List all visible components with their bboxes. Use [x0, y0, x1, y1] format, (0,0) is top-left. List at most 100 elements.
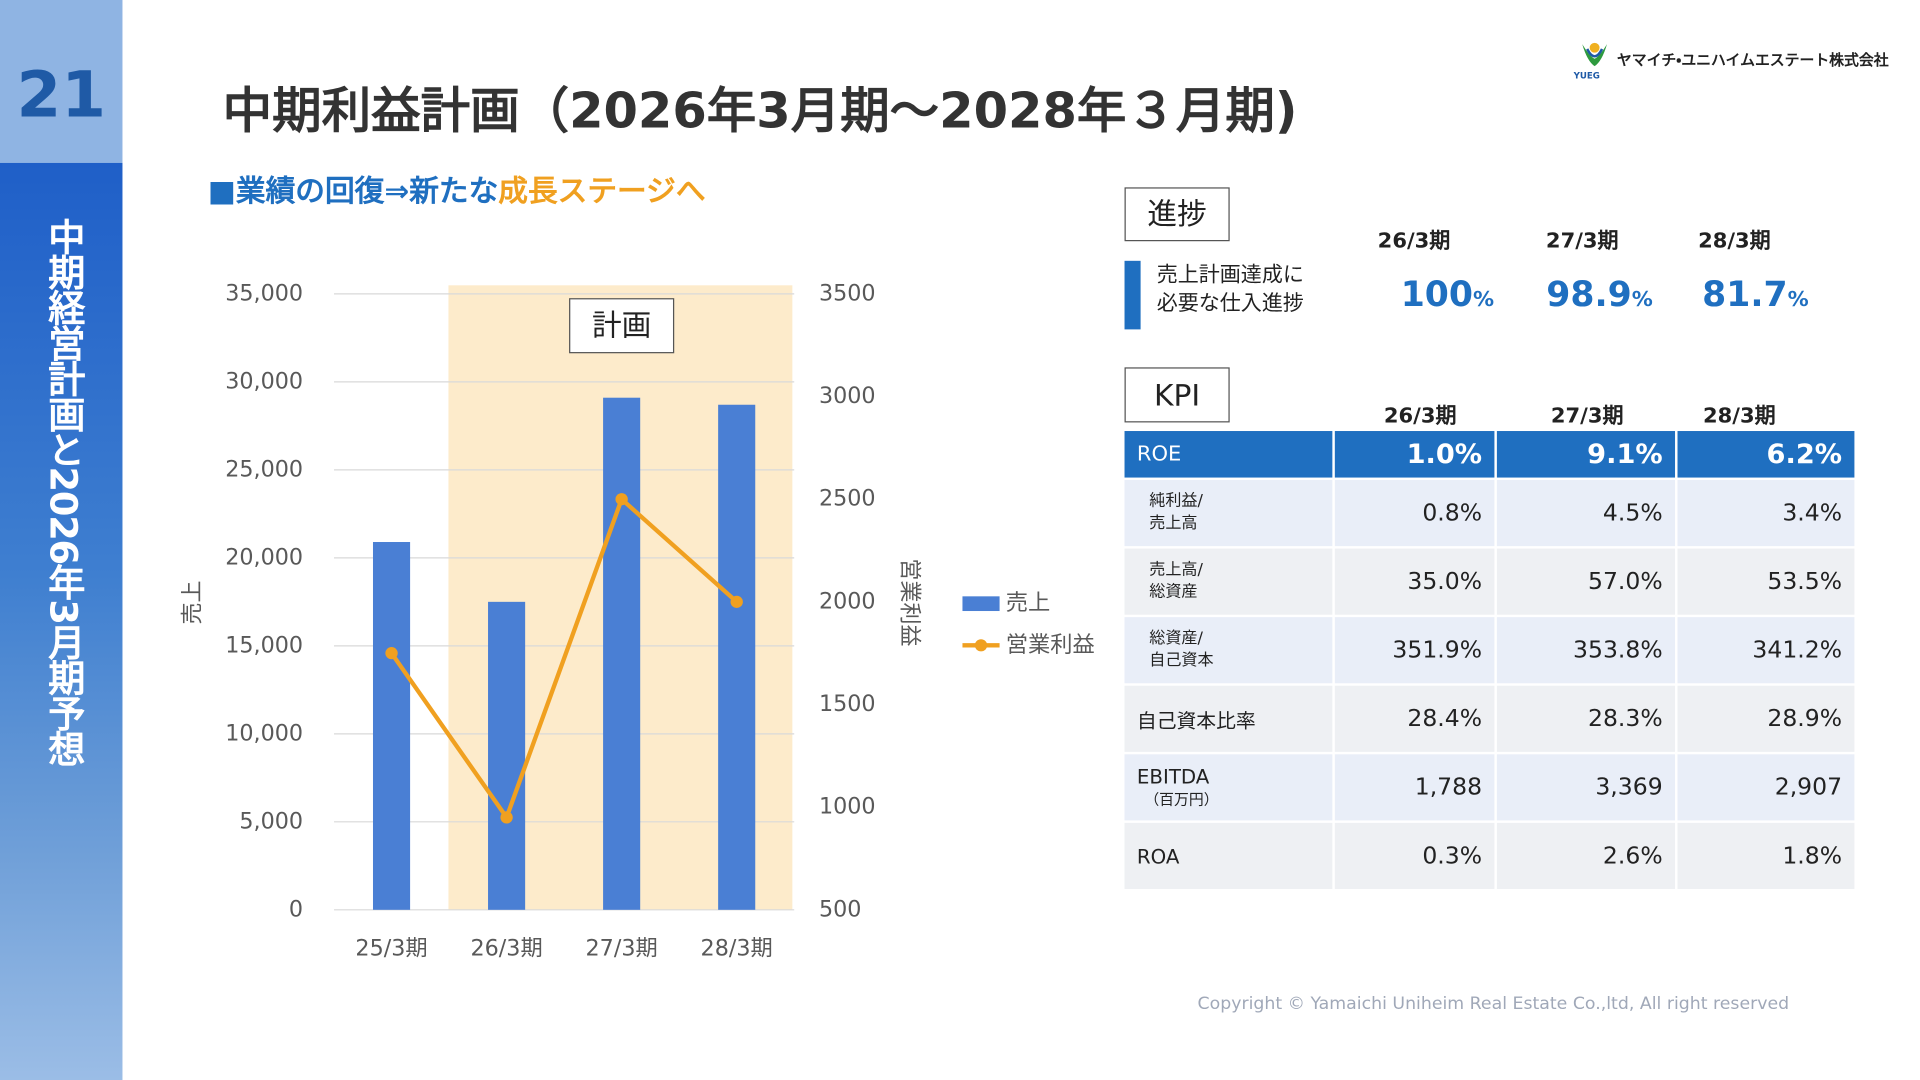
- kpi-value: 1.8%: [1677, 822, 1855, 889]
- kpi-value: 53.5%: [1677, 548, 1855, 615]
- progress-number: 100: [1400, 274, 1474, 315]
- kpi-row: 純利益/ 売上高 0.8% 4.5% 3.4%: [1124, 480, 1855, 547]
- kpi-sublabel: （百万円）: [1144, 791, 1219, 809]
- y-tick-label: 5,000: [239, 808, 303, 834]
- subtitle-lead: ■業績の回復⇒新たな: [207, 173, 499, 209]
- progress-title: 進捗: [1124, 187, 1230, 242]
- progress-value: 100%: [1367, 274, 1528, 314]
- bar: [718, 404, 756, 910]
- sidebar-header: [0, 0, 123, 163]
- legend-swatch: [974, 639, 988, 652]
- kpi-title: KPI: [1124, 367, 1230, 423]
- progress-label: 売上計画達成に 必要な仕入進捗: [1156, 263, 1304, 316]
- bar: [372, 542, 411, 910]
- kpi-label-text: ROA: [1136, 844, 1180, 868]
- bar: [488, 601, 526, 910]
- y2-tick-label: 500: [819, 896, 861, 922]
- kpi-value: 9.1%: [1496, 431, 1676, 478]
- kpi-label-text: ROE: [1136, 442, 1182, 467]
- y-tick-label: 35,000: [225, 280, 303, 306]
- line: [389, 495, 739, 823]
- kpi-table: ROE 1.0% 9.1% 6.2% 純利益/ 売上高 0.8% 4.5% 3.4% 売上高/ …: [1122, 429, 1857, 892]
- kpi-label-text: 自己資本比率: [1136, 708, 1256, 733]
- kpi-value: 351.9%: [1334, 617, 1495, 684]
- sidebar-text: 中期経営計画と2026年3月期予想: [40, 217, 85, 766]
- progress-unit: %: [1787, 287, 1809, 313]
- y2-tick-label: 2500: [819, 486, 876, 512]
- kpi-row: 売上高/ 総資産 35.0% 57.0% 53.5%: [1124, 548, 1855, 615]
- progress-number: 98.9: [1546, 274, 1632, 315]
- kpi-row: ROA 0.3% 2.6% 1.8%: [1124, 822, 1855, 889]
- period-header: 26/3期: [1383, 404, 1457, 429]
- kpi-value: 0.3%: [1334, 822, 1495, 889]
- kpi-value: 35.0%: [1334, 548, 1495, 615]
- kpi-value: 1.0%: [1334, 431, 1495, 478]
- y2-axis-title: 営業利益: [897, 558, 923, 646]
- subtitle-highlight: 成長ステージへ: [498, 173, 706, 209]
- y-axis-title: 売上: [179, 580, 205, 624]
- line-marker: [385, 647, 398, 660]
- y-tick-label: 0: [289, 896, 303, 922]
- kpi-row: ROE 1.0% 9.1% 6.2%: [1124, 431, 1855, 478]
- y-tick-label: 10,000: [225, 720, 303, 746]
- kpi-value: 57.0%: [1496, 548, 1676, 615]
- kpi-value: 341.2%: [1677, 617, 1855, 684]
- logo-icon: [1582, 42, 1607, 67]
- chart: 0 5,000 10,000 15,000 20,000 25,000 30,000 35,0…: [179, 280, 1095, 962]
- y2-tick-label: 2000: [819, 588, 876, 614]
- kpi-value: 28.9%: [1677, 685, 1855, 752]
- company-name: ヤマイチ・ユニハイムエステート株式会社: [1616, 51, 1889, 69]
- kpi-label: EBITDA （百万円）: [1124, 754, 1333, 821]
- kpi-label: ROE: [1124, 431, 1333, 478]
- line-marker: [500, 811, 513, 824]
- kpi-row: EBITDA （百万円） 1,788 3,369 2,907: [1124, 754, 1855, 821]
- kpi-label-text: 純利益/ 売上高: [1149, 492, 1203, 533]
- kpi-label: 純利益/ 売上高: [1124, 480, 1333, 547]
- title: 中期利益計画（2026年3月期～2028年３月期): [222, 83, 1298, 140]
- period-header: 27/3期: [1550, 404, 1624, 429]
- kpi-value: 28.3%: [1496, 685, 1676, 752]
- kpi-value: 353.8%: [1496, 617, 1676, 684]
- y-tick-label: 30,000: [225, 368, 303, 394]
- x-tick-label: 27/3期: [586, 936, 658, 962]
- annotation: 計画: [592, 309, 651, 343]
- kpi-label: 自己資本比率: [1124, 685, 1333, 752]
- kpi-label-text: 売上高/ 総資産: [1149, 560, 1203, 602]
- progress-unit: %: [1631, 287, 1653, 313]
- y-tick-label: 15,000: [225, 632, 303, 658]
- copyright: Copyright © Yamaichi Uniheim Real Estate…: [1197, 994, 1790, 1014]
- period-header: 27/3期: [1545, 228, 1619, 254]
- period-header: 26/3期: [1377, 228, 1451, 254]
- progress-marker: [1124, 260, 1141, 330]
- progress-number: 81.7: [1702, 274, 1788, 315]
- kpi-label-text: EBITDA: [1136, 765, 1210, 789]
- x-tick-label: 25/3期: [355, 936, 427, 962]
- kpi-value: 1,788: [1334, 754, 1495, 821]
- kpi-value: 6.2%: [1677, 431, 1855, 478]
- y2-tick-label: 3000: [819, 383, 876, 409]
- legend-swatch: [962, 596, 1000, 612]
- page-number: 21: [16, 58, 107, 133]
- kpi-value: 0.8%: [1334, 480, 1495, 547]
- legend-label: 営業利益: [1006, 632, 1095, 658]
- y-tick-label: 25,000: [225, 456, 303, 482]
- line-marker: [615, 493, 628, 506]
- annotation-box: [569, 298, 675, 354]
- y2-tick-label: 1500: [819, 691, 876, 717]
- kpi-value: 2,907: [1677, 754, 1855, 821]
- subtitle: ■業績の回復⇒新たな成長ステージへ: [208, 167, 706, 210]
- x-tick-label: 28/3期: [701, 936, 773, 962]
- kpi-row: 自己資本比率 28.4% 28.3% 28.9%: [1124, 685, 1855, 752]
- x-tick-label: 26/3期: [470, 936, 542, 962]
- kpi-value: 3,369: [1496, 754, 1676, 821]
- y2-tick-label: 3500: [819, 280, 876, 306]
- kpi-row: 総資産/ 自己資本 351.9% 353.8% 341.2%: [1124, 617, 1855, 684]
- progress-value: 98.9%: [1519, 274, 1680, 314]
- kpi-label: ROA: [1124, 822, 1333, 889]
- y2-tick-label: 1000: [819, 794, 876, 820]
- kpi-label: 総資産/ 自己資本: [1124, 617, 1333, 684]
- bar: [603, 397, 641, 910]
- kpi-value: 4.5%: [1496, 480, 1676, 547]
